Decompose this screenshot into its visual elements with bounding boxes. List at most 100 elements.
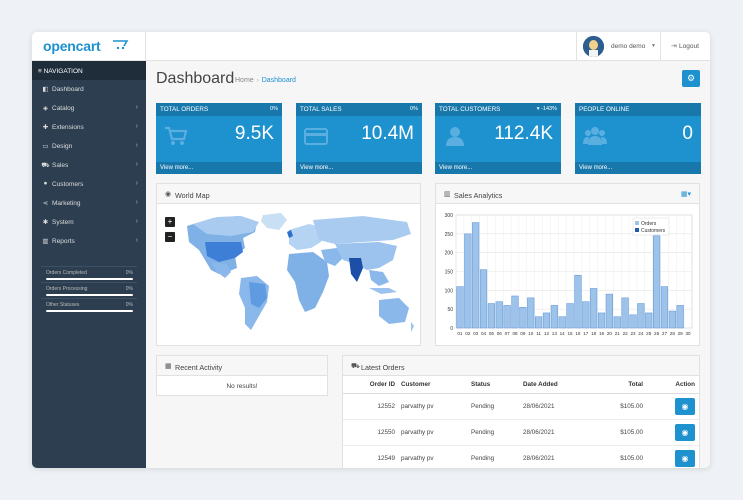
order-status: Pending bbox=[471, 393, 523, 420]
tag-icon: ◈ bbox=[43, 105, 48, 112]
avatar[interactable] bbox=[583, 36, 604, 57]
logo-area[interactable]: opencart bbox=[32, 32, 146, 61]
sidebar-item-sales[interactable]: ⛟ Sales › bbox=[32, 156, 146, 175]
x-tick-label: 10 bbox=[528, 331, 534, 336]
x-tick-label: 04 bbox=[481, 331, 487, 336]
map-usa bbox=[205, 242, 243, 262]
bar-orders bbox=[472, 222, 480, 329]
order-date: 28/06/2021 bbox=[523, 419, 591, 446]
order-action-cell: ◉ bbox=[643, 445, 699, 468]
share-icon: ⋖ bbox=[42, 200, 49, 207]
bar-orders bbox=[590, 288, 598, 329]
order-total: $105.00 bbox=[591, 393, 643, 420]
sidebar-item-label: Reports bbox=[52, 238, 75, 245]
eye-icon: ◉ bbox=[681, 453, 689, 463]
tile-total-orders: TOTAL ORDERS 0% 9.5K View more... bbox=[156, 103, 282, 174]
sidebar-item-label: Dashboard bbox=[52, 86, 84, 93]
legend-swatch-orders bbox=[635, 221, 639, 225]
sidebar: ≡ NAVIGATION ◧ Dashboard ◈ Catalog › ✚ Extensi… bbox=[32, 61, 146, 468]
map-zoom-out-button[interactable]: − bbox=[165, 232, 175, 242]
bar-orders bbox=[542, 312, 551, 329]
bar-orders bbox=[456, 286, 464, 329]
chevron-right-icon: › bbox=[135, 199, 138, 206]
sidebar-item-reports[interactable]: ▥ Reports › bbox=[32, 232, 146, 251]
calendar-icon: ▦ bbox=[165, 363, 172, 370]
breadcrumb-home[interactable]: Home bbox=[235, 77, 254, 84]
map-middle-east bbox=[321, 248, 343, 266]
sales-chart: 0 50 100 150 200 250 300 01 02 03 04 05 06 07 08 09 10 11… bbox=[445, 213, 693, 336]
globe-icon: ◉ bbox=[165, 191, 172, 198]
sidebar-item-catalog[interactable]: ◈ Catalog › bbox=[32, 99, 146, 118]
tile-footer: View more... bbox=[296, 162, 422, 174]
sidebar-item-marketing[interactable]: ⋖ Marketing › bbox=[32, 194, 146, 213]
x-tick-label: 16 bbox=[575, 331, 581, 336]
x-tick-label: 24 bbox=[638, 331, 644, 336]
x-tick-label: 23 bbox=[630, 331, 636, 336]
view-order-button[interactable]: ◉ bbox=[675, 397, 695, 415]
world-map[interactable] bbox=[183, 212, 415, 340]
sidebar-item-dashboard[interactable]: ◧ Dashboard bbox=[32, 80, 146, 99]
caret-down-icon: ▼ bbox=[651, 43, 656, 49]
sidebar-item-extensions[interactable]: ✚ Extensions › bbox=[32, 118, 146, 137]
cog-icon: ✱ bbox=[42, 219, 49, 226]
user-icon bbox=[446, 127, 464, 146]
settings-button[interactable]: ⚙ bbox=[682, 70, 700, 87]
progress-bar bbox=[46, 278, 133, 280]
y-tick-label: 0 bbox=[450, 326, 453, 332]
tile-value: 112.4K bbox=[494, 123, 553, 144]
nav-list: ◧ Dashboard ◈ Catalog › ✚ Extensions › ▭ Design › ⛟… bbox=[32, 80, 146, 251]
view-order-button[interactable]: ◉ bbox=[675, 423, 695, 441]
bar-orders bbox=[605, 293, 613, 329]
top-header: opencart demo demo ▼ ⇥ Logout bbox=[32, 32, 710, 61]
sidebar-item-label: Design bbox=[52, 143, 73, 150]
map-indonesia bbox=[369, 288, 397, 294]
sidebar-item-label: Extensions bbox=[52, 124, 84, 131]
map-uk bbox=[287, 230, 293, 238]
x-tick-label: 06 bbox=[497, 331, 503, 336]
cart-icon bbox=[165, 126, 188, 145]
tile-value: 9.5K bbox=[234, 123, 274, 144]
table-row: 12549 parvathy pv Pending 28/06/2021 $10… bbox=[343, 445, 699, 468]
eye-icon: ◉ bbox=[681, 401, 689, 411]
sidebar-item-design[interactable]: ▭ Design › bbox=[32, 137, 146, 156]
monitor-icon: ▭ bbox=[42, 143, 49, 150]
logo[interactable]: opencart bbox=[43, 38, 101, 54]
tile-value: 0 bbox=[682, 123, 693, 144]
x-tick-label: 21 bbox=[615, 331, 621, 336]
user-menu[interactable]: demo demo ▼ bbox=[576, 32, 660, 61]
chevron-right-icon: › bbox=[135, 237, 138, 244]
breadcrumb: Home › Dashboard bbox=[235, 77, 296, 84]
chevron-right-icon: › bbox=[135, 218, 138, 225]
y-tick-label: 300 bbox=[445, 213, 454, 219]
table-header-row: Order ID Customer Status Date Added Tota… bbox=[343, 377, 699, 394]
map-australia bbox=[379, 298, 409, 324]
map-russia bbox=[313, 216, 411, 244]
user-name[interactable]: demo demo bbox=[611, 43, 646, 50]
world-map-panel: ◉ World Map + − bbox=[156, 183, 421, 346]
calendar-dropdown-icon[interactable]: ▦▾ bbox=[680, 191, 691, 198]
view-more-link[interactable]: View more... bbox=[300, 165, 334, 171]
view-more-link[interactable]: View more... bbox=[439, 165, 473, 171]
x-tick-label: 28 bbox=[670, 331, 676, 336]
map-zoom-in-button[interactable]: + bbox=[165, 217, 175, 227]
puzzle-icon: ✚ bbox=[42, 124, 49, 131]
bar-orders bbox=[668, 310, 676, 329]
order-total: $105.00 bbox=[591, 445, 643, 468]
tile-footer: View more... bbox=[156, 162, 282, 174]
map-india bbox=[349, 258, 363, 282]
users-icon bbox=[583, 127, 607, 145]
view-more-link[interactable]: View more... bbox=[160, 165, 194, 171]
column-header-date-added: Date Added bbox=[523, 377, 591, 394]
logout-link[interactable]: ⇥ Logout bbox=[660, 32, 710, 61]
sidebar-item-customers[interactable]: ● Customers › bbox=[32, 175, 146, 194]
x-tick-label: 18 bbox=[591, 331, 597, 336]
view-more-link[interactable]: View more... bbox=[579, 165, 613, 171]
sidebar-item-system[interactable]: ✱ System › bbox=[32, 213, 146, 232]
x-tick-label: 14 bbox=[560, 331, 566, 336]
logout-label[interactable]: Logout bbox=[679, 43, 699, 50]
legend-box bbox=[632, 217, 670, 236]
progress-value: 0% bbox=[125, 270, 133, 276]
view-order-button[interactable]: ◉ bbox=[675, 449, 695, 467]
breadcrumb-dashboard[interactable]: Dashboard bbox=[261, 77, 296, 84]
y-tick-label: 150 bbox=[445, 270, 454, 276]
